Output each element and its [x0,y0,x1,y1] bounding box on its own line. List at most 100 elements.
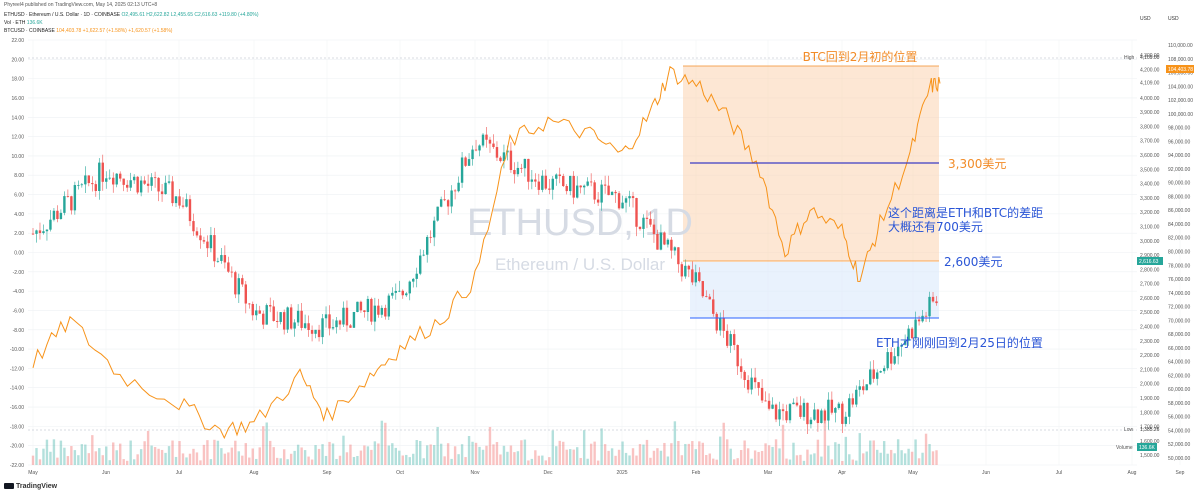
volume-bar [732,459,736,465]
eth-candle [446,200,450,207]
volume-bar [220,448,223,465]
eth-axis-tick: 3,000.00 [1140,239,1160,245]
volume-bar [896,439,900,465]
eth-candle [903,340,907,345]
eth-axis-tick: 2,000.00 [1140,382,1160,388]
eth-candle [467,159,471,166]
eth-candle [593,182,596,200]
eth-candle [555,174,558,179]
eth-candle [502,152,506,162]
volume-bar [607,450,610,465]
volume-bar [778,448,781,465]
volume-bar [785,458,788,465]
eth-last-box [1137,257,1163,265]
volume-bar [380,420,384,465]
volume-bar [70,446,73,465]
volume-bar [202,444,206,465]
volume-bar [293,450,296,465]
eth-candle [373,305,377,322]
volume-bar [628,455,631,465]
btc-axis-tick: 62,000.00 [1168,373,1190,379]
eth-axis-tick: 3,500.00 [1140,167,1160,173]
x-axis-tick: Dec [544,470,553,476]
eth-axis-tick: 3,300.00 [1140,196,1160,202]
volume-bar [917,458,921,465]
volume-bar [921,452,924,465]
btc-axis-tick: 100,000.00 [1168,112,1193,118]
eth-candle [844,416,848,424]
eth-axis-tick: 3,400.00 [1140,182,1160,188]
left-axis-tick: 20.00 [11,57,24,63]
volume-bar [792,442,795,465]
eth-candle [834,408,837,413]
eth-axis-tick: 2,700.00 [1140,282,1160,288]
eth-candle [73,185,77,211]
volume-bar [153,447,157,465]
volume-bar [589,443,593,465]
volume-bar [391,443,394,465]
eth-candle [516,167,520,175]
volume-bar [317,448,321,465]
volume-bar [384,422,387,465]
eth-candle [677,247,680,265]
eth-candle [143,180,146,184]
eth-candle [398,290,401,292]
volume-bar [132,459,136,465]
eth-candle [935,301,938,304]
volume-bar [342,435,345,465]
volume-bar [816,439,820,465]
vol-legend: Vol · ETH 136.6K [4,20,43,26]
annotation-eth: ETH才刚刚回到2月25日的位置 [876,335,1043,350]
eth-candle [49,219,52,230]
eth-candle [345,307,349,326]
volume-bar [771,446,774,465]
volume-bar [56,457,59,465]
volume-bar [129,440,132,465]
eth-candle [795,402,799,406]
eth-candle [527,158,530,182]
eth-candle [384,307,387,317]
eth-legend-symbol: ETHUSD · Ethereum / U.S. Dollar · 1D · C… [4,12,121,18]
eth-candle [464,157,467,166]
volume-bar [296,444,300,465]
volume-bar [719,436,722,465]
btc-axis-tick: 84,000.00 [1168,222,1190,228]
eth-candle [115,173,118,185]
btc-axis-tick: 90,000.00 [1168,181,1190,187]
volume-bar [321,444,324,465]
annotation-btc: BTC回到2月初的位置 [803,49,918,64]
eth-axis-tick: 1,700.00 [1140,425,1160,431]
eth-candle [342,307,345,325]
eth-candle [841,403,844,424]
volume-bar [795,455,799,465]
eth-candle [443,199,446,201]
volume-bar [708,453,711,465]
eth-candle [785,411,788,421]
volume-bar [436,426,439,465]
eth-candle [119,173,122,179]
volume-bar [300,447,303,465]
eth-candle [851,398,854,405]
volume-bar [572,449,575,465]
eth-candle [666,239,670,245]
volume-bar [262,426,265,465]
left-axis-tick: -20.00 [10,444,24,450]
eth-candle [108,177,111,179]
eth-candle [262,313,265,325]
eth-candle [610,191,614,196]
eth-candle [275,320,279,322]
x-axis-tick: May [28,470,38,476]
left-axis-tick: -22.00 [10,463,24,469]
eth-candle [80,184,84,186]
eth-candle [876,372,879,379]
btc-axis-tick: 66,000.00 [1168,346,1190,352]
eth-candle [209,235,213,249]
eth-candle [112,177,115,185]
volume-bar [743,440,746,465]
eth-candle [153,177,157,179]
eth-candle [569,175,572,192]
volume-bar [275,457,279,465]
left-axis-tick: -2.00 [13,270,25,276]
volume-bar [112,442,115,465]
